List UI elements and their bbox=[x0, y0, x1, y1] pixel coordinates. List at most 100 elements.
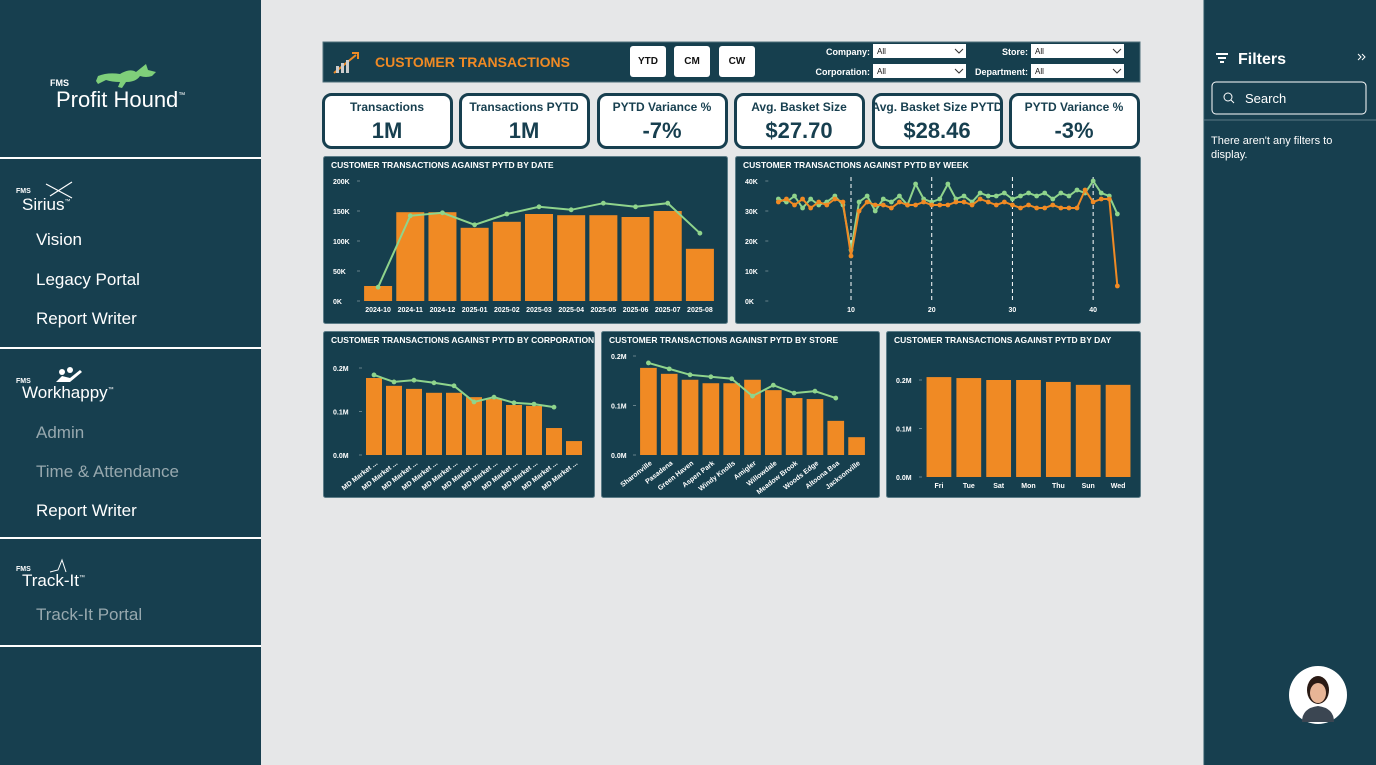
search-box[interactable] bbox=[1211, 81, 1367, 115]
bar bbox=[557, 215, 586, 301]
bar bbox=[406, 388, 422, 455]
line-point bbox=[791, 390, 797, 396]
assistant-avatar[interactable] bbox=[1289, 666, 1347, 724]
line-point bbox=[511, 400, 517, 406]
line-point bbox=[929, 202, 935, 208]
empty-filters-message: There aren't any filters to display. bbox=[1211, 135, 1333, 161]
bar bbox=[1016, 380, 1041, 477]
line-point bbox=[1058, 190, 1064, 196]
y-tick-label: 0.0M bbox=[611, 453, 627, 460]
line-point bbox=[770, 382, 776, 388]
line-point bbox=[440, 210, 445, 216]
line-point bbox=[775, 199, 781, 205]
search-icon bbox=[1230, 99, 1235, 104]
brand-prefix: FMS bbox=[50, 78, 69, 88]
kpi-label: Transactions PYTD bbox=[469, 100, 579, 114]
line-point bbox=[913, 202, 918, 208]
hound-logo bbox=[96, 64, 156, 88]
line-point bbox=[1001, 190, 1007, 196]
search-icon bbox=[1223, 92, 1233, 102]
line-point bbox=[1098, 196, 1104, 202]
filter-value: All bbox=[877, 67, 886, 76]
chart: CUSTOMER TRANSACTIONS AGAINST PYTD BY ST… bbox=[601, 331, 880, 498]
filter-label: Department: bbox=[975, 67, 1028, 77]
collapse-pane[interactable] bbox=[1357, 53, 1366, 61]
y-tick-label: 0.1M bbox=[333, 410, 349, 417]
line-point bbox=[1034, 193, 1040, 199]
chart-title: CUSTOMER TRANSACTIONS AGAINST PYTD BY DA… bbox=[894, 335, 1112, 345]
period-button-label: CW bbox=[729, 56, 746, 67]
kpi-card bbox=[734, 93, 865, 149]
line-point bbox=[1074, 205, 1080, 211]
filter-dropdown[interactable] bbox=[873, 44, 966, 58]
filter-label: Corporation: bbox=[816, 67, 871, 77]
bar bbox=[506, 404, 522, 455]
line-point bbox=[1114, 283, 1120, 289]
bar bbox=[926, 377, 952, 477]
bar bbox=[621, 217, 650, 301]
brand-name-text: Profit Hound bbox=[56, 87, 178, 112]
line-point bbox=[1042, 190, 1048, 196]
x-tick-label: 2024-11 bbox=[398, 307, 423, 314]
nav-link[interactable]: Report Writer bbox=[36, 501, 137, 520]
avatar-body bbox=[1302, 706, 1334, 722]
kpi-card bbox=[872, 93, 1003, 149]
y-tick-label: 0.2M bbox=[896, 378, 912, 385]
period-button[interactable] bbox=[674, 46, 710, 77]
line-point bbox=[784, 196, 789, 202]
line-point bbox=[407, 213, 413, 219]
line-point bbox=[665, 200, 671, 206]
kpi-label: Avg. Basket Size bbox=[751, 100, 847, 114]
line-point bbox=[1114, 211, 1120, 217]
line-point bbox=[1066, 205, 1072, 211]
line-point bbox=[531, 401, 537, 407]
y-tick-label: 100K bbox=[333, 239, 350, 246]
y-tick-label: 0.0M bbox=[896, 475, 912, 482]
chart-title: CUSTOMER TRANSACTIONS AGAINST PYTD BY WE… bbox=[743, 160, 969, 170]
nav-link[interactable]: Vision bbox=[36, 230, 82, 249]
line-point bbox=[961, 199, 967, 205]
filter-dropdown[interactable] bbox=[1031, 44, 1124, 58]
y-tick-label: 20K bbox=[745, 239, 758, 246]
dashboard-title: CUSTOMER TRANSACTIONS bbox=[375, 54, 570, 70]
line-point bbox=[1034, 205, 1040, 211]
line-point bbox=[800, 205, 805, 211]
y-tick-label: 0K bbox=[333, 299, 342, 306]
filter-dropdown[interactable] bbox=[873, 64, 966, 78]
section-name-text: Workhappy bbox=[22, 383, 108, 402]
line-point bbox=[1050, 196, 1056, 202]
bar bbox=[426, 392, 442, 455]
chart: CUSTOMER TRANSACTIONS AGAINST PYTD BY CO… bbox=[323, 331, 595, 498]
chart: CUSTOMER TRANSACTIONS AGAINST PYTD BY DA… bbox=[323, 156, 728, 324]
trademark: ™ bbox=[65, 198, 71, 205]
kpi-label: PYTD Variance % bbox=[613, 100, 712, 114]
filters-header: Filters Search bbox=[1204, 51, 1376, 121]
trackit-logo bbox=[49, 558, 67, 573]
period-button[interactable] bbox=[630, 46, 666, 77]
period-button[interactable] bbox=[719, 46, 755, 77]
line-point bbox=[1010, 196, 1015, 202]
line-point bbox=[864, 199, 870, 205]
nav-link[interactable]: Report Writer bbox=[36, 309, 137, 328]
line-point bbox=[856, 199, 862, 205]
kpi-card bbox=[459, 93, 590, 149]
brand-name: Profit Hound™ bbox=[56, 87, 185, 112]
nav-link[interactable]: Legacy Portal bbox=[36, 270, 140, 289]
line-point bbox=[697, 230, 703, 236]
bar bbox=[681, 379, 699, 455]
filter-dropdown[interactable] bbox=[1031, 64, 1124, 78]
sidebar-dividers bbox=[0, 157, 261, 647]
bar bbox=[956, 378, 982, 477]
x-tick-label: Wed bbox=[1111, 483, 1126, 490]
x-tick-label: 40 bbox=[1089, 307, 1097, 314]
line-point bbox=[504, 211, 510, 217]
line-point bbox=[1106, 196, 1112, 202]
x-tick-label: 10 bbox=[847, 307, 855, 314]
line-point bbox=[872, 202, 878, 208]
line-point bbox=[833, 395, 839, 401]
chart-panel bbox=[886, 331, 1141, 498]
line-point bbox=[993, 202, 999, 208]
line-point bbox=[921, 199, 927, 205]
x-tick-label: 2025-02 bbox=[494, 307, 520, 314]
